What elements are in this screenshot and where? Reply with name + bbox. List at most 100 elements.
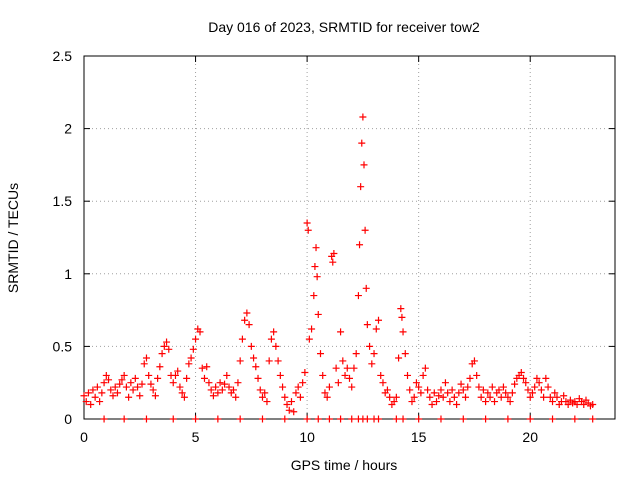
- data-point: [337, 415, 345, 423]
- y-axis-label: SRMTID / TECUs: [5, 183, 21, 293]
- data-point: [256, 386, 264, 394]
- data-point: [363, 321, 371, 329]
- data-point: [533, 374, 541, 382]
- data-point: [113, 389, 121, 397]
- data-point: [236, 357, 244, 365]
- data-point: [84, 389, 92, 397]
- data-point: [234, 379, 242, 387]
- data-point: [362, 284, 370, 292]
- x-tick-label: 20: [522, 429, 538, 445]
- data-point: [433, 398, 441, 406]
- data-point: [398, 313, 406, 321]
- data-point: [524, 386, 532, 394]
- data-point: [205, 379, 213, 387]
- data-point: [145, 371, 153, 379]
- y-tick-labels: 0 0.5 1 1.5 2 2.5: [53, 48, 73, 427]
- data-point: [359, 113, 367, 121]
- data-point: [368, 360, 376, 368]
- data-point: [435, 392, 443, 400]
- data-point: [455, 389, 463, 397]
- data-point: [348, 383, 356, 391]
- data-point: [156, 363, 164, 371]
- data-point: [189, 345, 197, 353]
- data-point: [89, 386, 97, 394]
- data-point: [232, 393, 240, 401]
- data-point: [142, 354, 150, 362]
- data-point: [214, 389, 222, 397]
- data-point: [245, 321, 253, 329]
- y-tick-label: 1: [64, 266, 72, 282]
- data-point: [408, 398, 416, 406]
- data-point: [441, 379, 449, 387]
- data-point: [517, 369, 525, 377]
- data-point: [386, 393, 394, 401]
- data-point: [310, 292, 318, 300]
- data-point: [287, 398, 295, 406]
- y-tick-label: 0.5: [53, 338, 73, 354]
- data-point: [372, 325, 380, 333]
- x-tick-label: 0: [80, 429, 88, 445]
- y-tick-label: 1.5: [53, 193, 73, 209]
- data-point: [477, 393, 485, 401]
- data-point: [192, 415, 200, 423]
- data-point: [526, 393, 534, 401]
- data-point: [571, 415, 579, 423]
- data-point: [285, 406, 293, 414]
- data-point: [343, 364, 351, 372]
- data-point: [261, 389, 269, 397]
- data-point: [580, 400, 588, 408]
- x-tick-labels: 0 5 10 15 20: [80, 429, 538, 445]
- data-point: [82, 398, 90, 406]
- data-point: [439, 393, 447, 401]
- data-point: [475, 383, 483, 391]
- data-point: [120, 415, 128, 423]
- data-point: [544, 383, 552, 391]
- data-point: [314, 415, 322, 423]
- data-point: [573, 400, 581, 408]
- data-point: [140, 360, 148, 368]
- data-point: [412, 379, 420, 387]
- data-point: [100, 415, 108, 423]
- data-point: [111, 383, 119, 391]
- data-point: [223, 371, 231, 379]
- data-point: [473, 371, 481, 379]
- plot-frame: [83, 55, 616, 420]
- data-point: [358, 139, 366, 147]
- data-point: [410, 393, 418, 401]
- data-point: [426, 393, 434, 401]
- data-point: [281, 415, 289, 423]
- data-point: [294, 383, 302, 391]
- data-point: [339, 357, 347, 365]
- data-point: [397, 305, 405, 313]
- data-point: [528, 389, 536, 397]
- data-point: [589, 400, 597, 408]
- data-point: [296, 393, 304, 401]
- data-point: [134, 383, 142, 391]
- data-point: [149, 386, 157, 394]
- data-point: [482, 398, 490, 406]
- data-point: [154, 374, 162, 382]
- data-point: [183, 374, 191, 382]
- data-point: [212, 383, 220, 391]
- data-point: [399, 328, 407, 336]
- data-point: [459, 415, 467, 423]
- data-point: [131, 374, 139, 382]
- data-point: [281, 393, 289, 401]
- data-point: [122, 383, 130, 391]
- data-point: [118, 376, 126, 384]
- data-point: [348, 415, 356, 423]
- data-point: [453, 400, 461, 408]
- data-point: [325, 415, 333, 423]
- data-point: [511, 380, 519, 388]
- data-point: [522, 379, 530, 387]
- data-point: [379, 379, 387, 387]
- data-point: [169, 415, 177, 423]
- data-point: [357, 183, 365, 191]
- data-point: [415, 383, 423, 391]
- data-point: [546, 393, 554, 401]
- data-point: [330, 249, 338, 257]
- data-point: [352, 350, 360, 358]
- data-point: [93, 383, 101, 391]
- x-tick-label: 5: [192, 429, 200, 445]
- data-point: [279, 383, 287, 391]
